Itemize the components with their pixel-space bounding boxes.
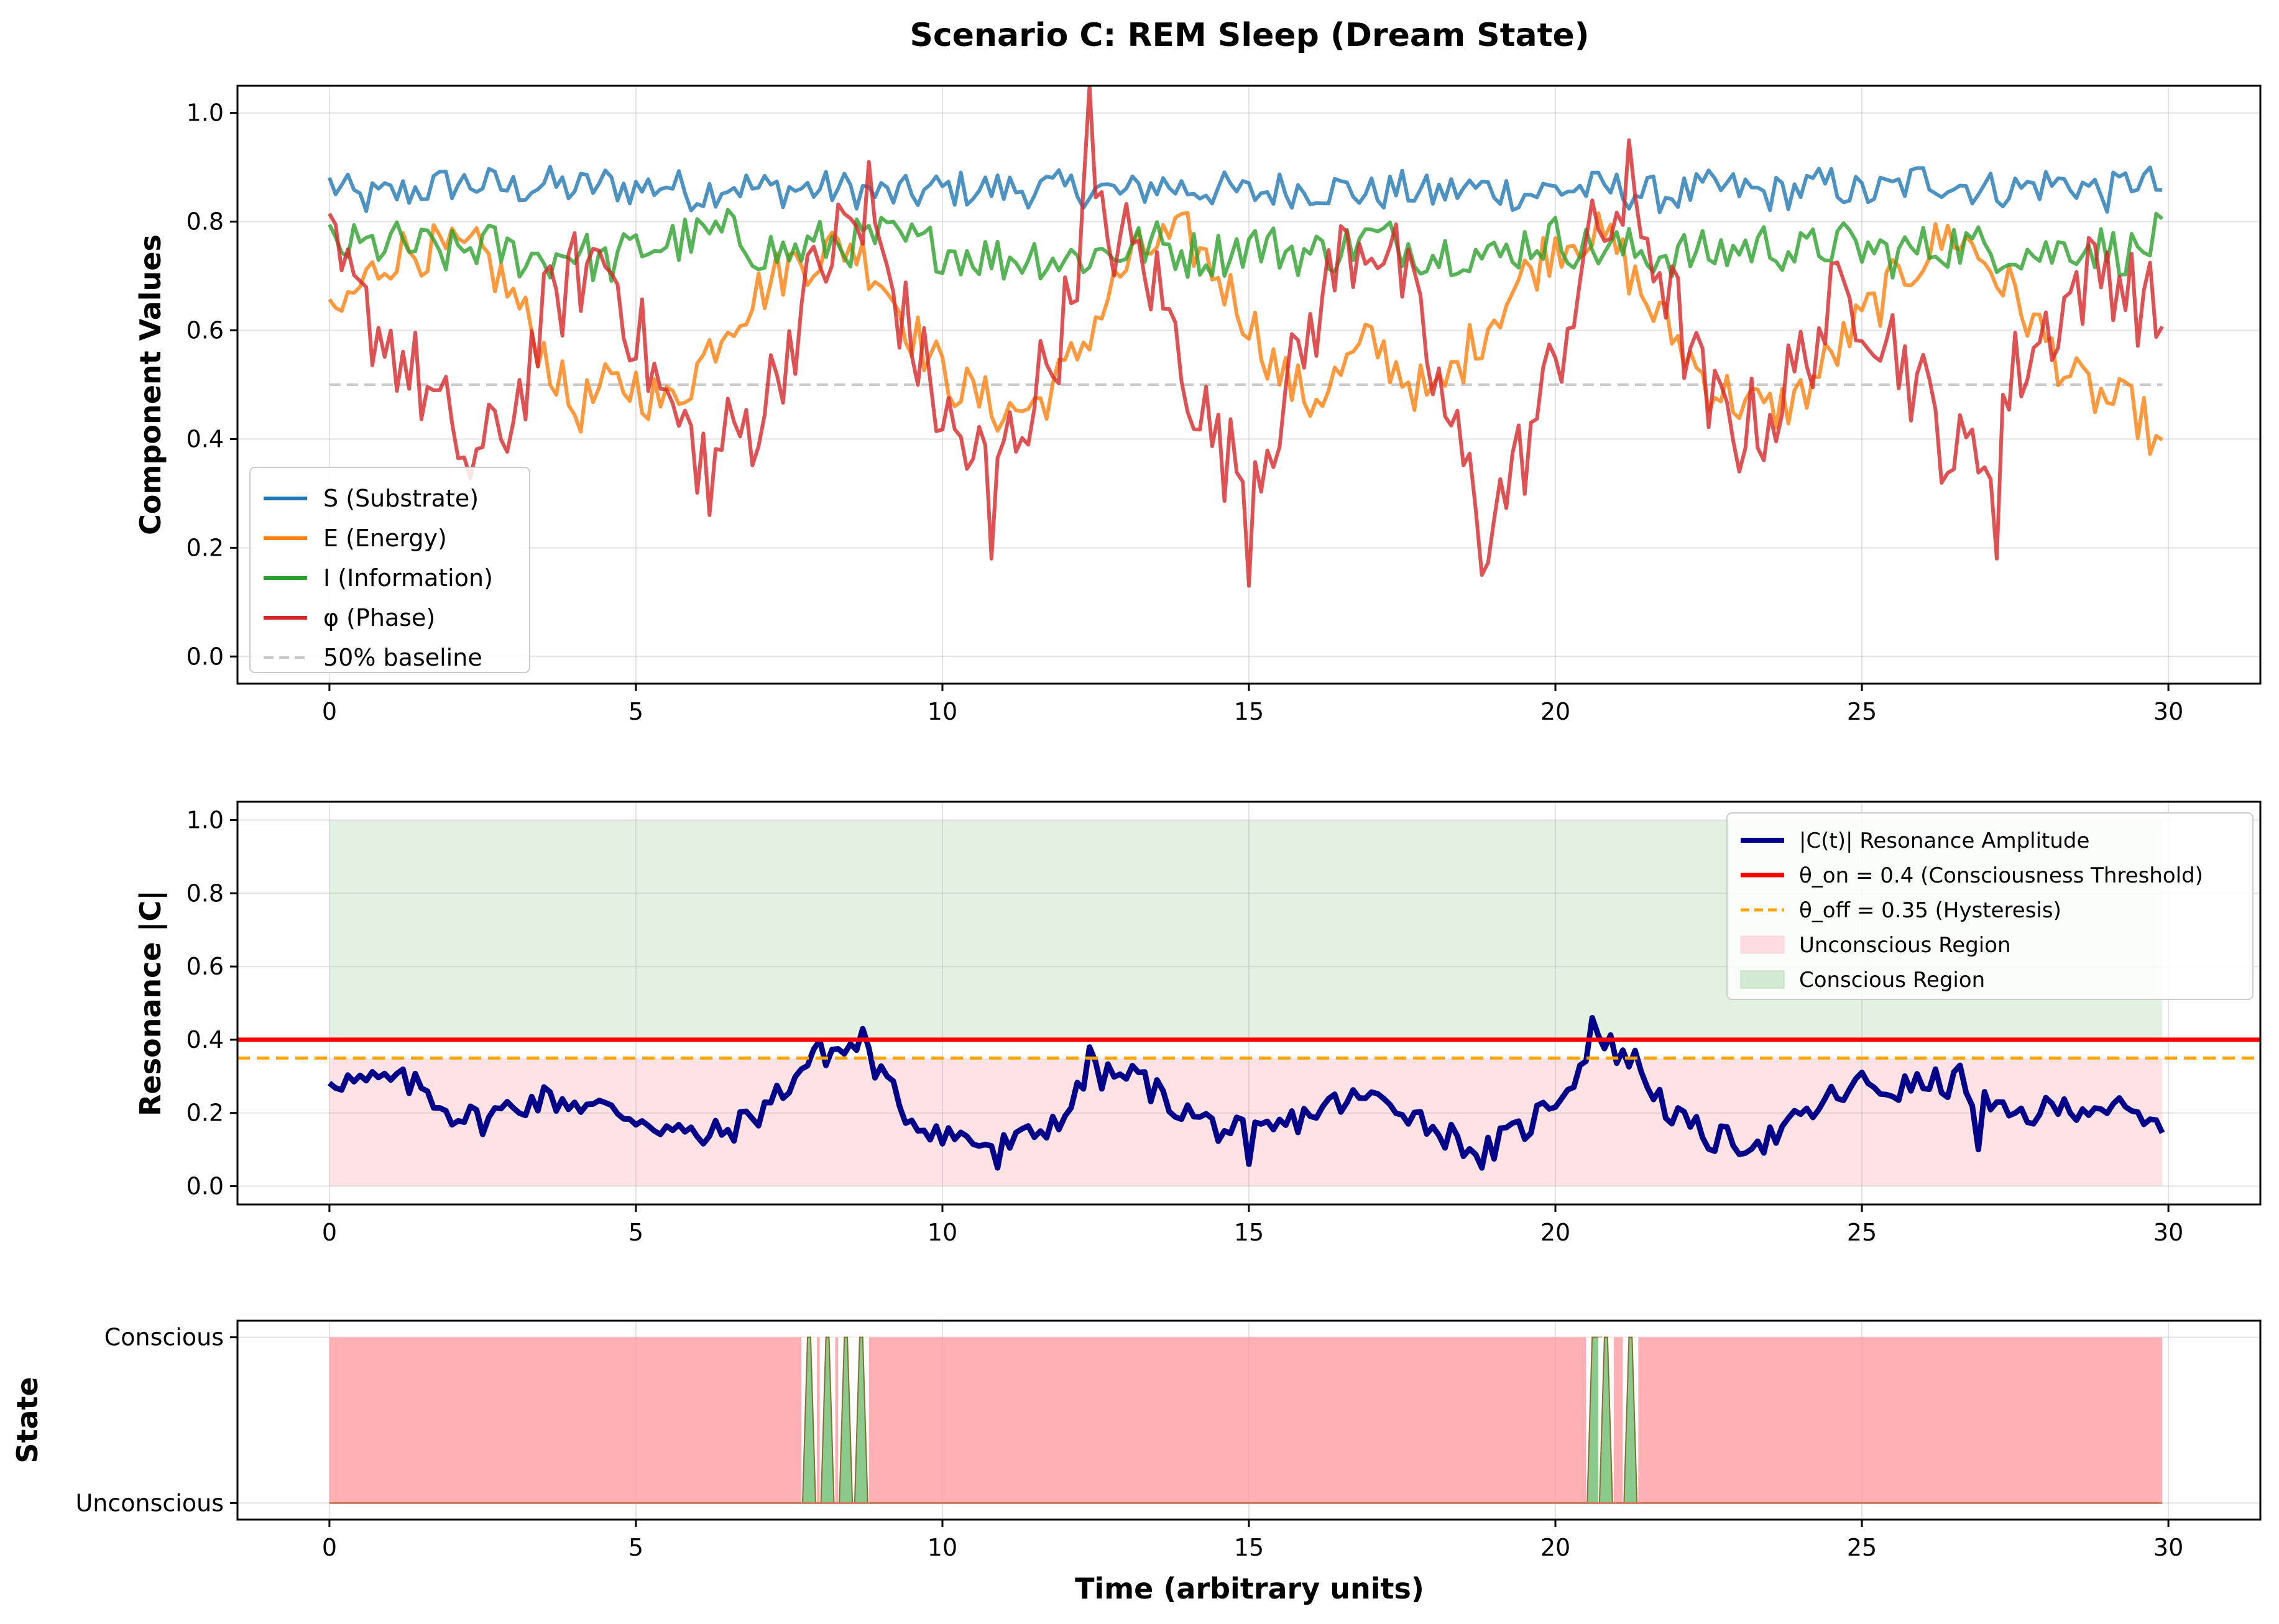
x-tick-label: 15 <box>1234 1534 1264 1561</box>
x-tick-label: 25 <box>1847 1219 1877 1246</box>
x-tick-label: 25 <box>1847 698 1877 725</box>
y-tick-label: 1.0 <box>186 99 224 127</box>
x-tick-label: 20 <box>1540 698 1570 725</box>
y-tick-label: Conscious <box>104 1324 224 1351</box>
x-tick-label: 5 <box>628 1219 643 1246</box>
resonance-ticks: 0 5 10 15 20 25 30 0.0 0.2 0.4 0.6 0.8 1.0 <box>186 806 2184 1246</box>
figure-title: Scenario C: REM Sleep (Dream State) <box>909 17 1589 54</box>
legend-label-theta_on: θ_on = 0.4 (Consciousness Threshold) <box>1799 863 2203 888</box>
legend-label-baseline: 50% baseline <box>323 644 482 671</box>
series-line-I <box>328 208 2164 283</box>
legend-label-unconscious: Unconscious Region <box>1799 933 2011 958</box>
legend-label-E: E (Energy) <box>323 525 447 552</box>
y-tick-label: 0.6 <box>186 953 224 980</box>
state-xlabel: Time (arbitrary units) <box>1075 1572 1424 1605</box>
y-tick-label: 0.0 <box>186 643 224 670</box>
y-tick-label: 0.0 <box>186 1173 224 1200</box>
x-tick-label: 30 <box>2153 1534 2183 1561</box>
resonance-legend: |C(t)| Resonance Amplitude θ_on = 0.4 (Co… <box>1726 812 2254 1000</box>
x-tick-label: 0 <box>322 1534 337 1561</box>
x-tick-label: 0 <box>322 1219 337 1246</box>
x-tick-label: 5 <box>628 698 643 725</box>
state-chart: 0 5 10 15 20 25 30 Unconscious Conscious State T… <box>11 1319 2262 1605</box>
components-ylabel: Component Values <box>134 234 167 535</box>
resonance-ylabel: Resonance |C| <box>134 890 168 1116</box>
y-tick-label: 0.8 <box>186 879 224 907</box>
legend-swatch-conscious <box>1740 970 1785 989</box>
legend-swatch-unconscious <box>1740 935 1785 954</box>
x-tick-label: 30 <box>2153 698 2183 725</box>
legend-label-C: |C(t)| Resonance Amplitude <box>1799 828 2089 853</box>
x-tick-label: 10 <box>928 698 957 725</box>
y-tick-label: 0.4 <box>186 425 224 452</box>
legend-label-S: S (Substrate) <box>323 485 479 512</box>
x-tick-label: 20 <box>1540 1219 1570 1246</box>
y-tick-label: 1.0 <box>186 806 224 833</box>
y-tick-label: 0.6 <box>186 317 224 344</box>
legend-box <box>1726 812 2254 1000</box>
x-tick-label: 15 <box>1234 698 1264 725</box>
resonance-chart: 0 5 10 15 20 25 30 0.0 0.2 0.4 0.6 0.8 1.0 Resonance… <box>134 801 2262 1246</box>
legend-label-phi: φ (Phase) <box>323 604 435 631</box>
series-line-E <box>328 211 2163 456</box>
x-tick-label: 5 <box>628 1534 643 1561</box>
legend-box <box>249 467 530 673</box>
x-tick-label: 10 <box>928 1219 957 1246</box>
series-line-S <box>328 165 2163 214</box>
x-tick-label: 10 <box>928 1534 957 1561</box>
y-tick-label: Unconscious <box>75 1489 224 1516</box>
components-legend: S (Substrate) E (Energy) I (Information) φ … <box>249 467 530 673</box>
y-tick-label: 0.4 <box>186 1026 224 1053</box>
series-line-phi <box>328 86 2164 588</box>
resonance-amplitude-line <box>328 1015 2165 1171</box>
y-tick-label: 0.2 <box>186 1099 224 1127</box>
legend-label-I: I (Information) <box>323 564 493 592</box>
y-tick-label: 0.2 <box>186 534 224 561</box>
unconscious-state-fill <box>329 1337 2163 1503</box>
x-tick-label: 20 <box>1540 1534 1570 1561</box>
state-ylabel: State <box>11 1377 44 1463</box>
components-ticks: 0 5 10 15 20 25 30 0.0 0.2 0.4 0.6 0.8 1.0 <box>186 99 2184 725</box>
y-tick-label: 0.8 <box>186 208 224 236</box>
x-tick-label: 0 <box>322 698 337 725</box>
x-tick-label: 15 <box>1234 1219 1264 1246</box>
legend-label-theta_off: θ_off = 0.35 (Hysteresis) <box>1799 898 2061 923</box>
state-ticks: 0 5 10 15 20 25 30 Unconscious Conscious <box>75 1324 2183 1561</box>
state-series <box>329 1336 2163 1504</box>
components-series <box>328 86 2164 588</box>
legend-label-conscious: Conscious Region <box>1799 968 1985 993</box>
x-tick-label: 25 <box>1847 1534 1877 1561</box>
x-tick-label: 30 <box>2153 1219 2183 1246</box>
components-chart: 0 5 10 15 20 25 30 0.0 0.2 0.4 0.6 0.8 1.0 Component… <box>134 85 2262 725</box>
resonance-series <box>237 1015 2260 1171</box>
